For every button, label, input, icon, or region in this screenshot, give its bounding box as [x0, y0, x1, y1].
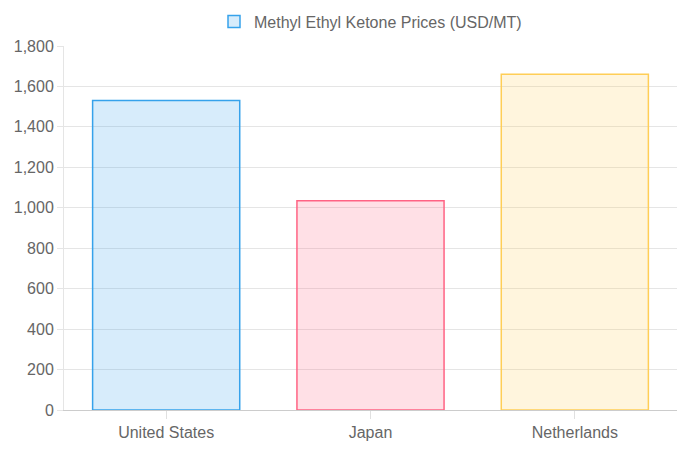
svg-text:Netherlands: Netherlands: [532, 424, 618, 441]
svg-text:200: 200: [27, 361, 54, 378]
svg-text:Methyl Ethyl Ketone Prices (US: Methyl Ethyl Ketone Prices (USD/MT): [254, 14, 522, 31]
svg-text:United States: United States: [118, 424, 214, 441]
svg-text:1,200: 1,200: [14, 159, 54, 176]
svg-text:1,600: 1,600: [14, 78, 54, 95]
svg-text:1,000: 1,000: [14, 199, 54, 216]
svg-text:400: 400: [27, 321, 54, 338]
svg-text:Japan: Japan: [349, 424, 393, 441]
svg-text:0: 0: [45, 402, 54, 419]
svg-text:1,800: 1,800: [14, 38, 54, 55]
svg-text:800: 800: [27, 240, 54, 257]
svg-text:600: 600: [27, 280, 54, 297]
svg-text:1,400: 1,400: [14, 118, 54, 135]
